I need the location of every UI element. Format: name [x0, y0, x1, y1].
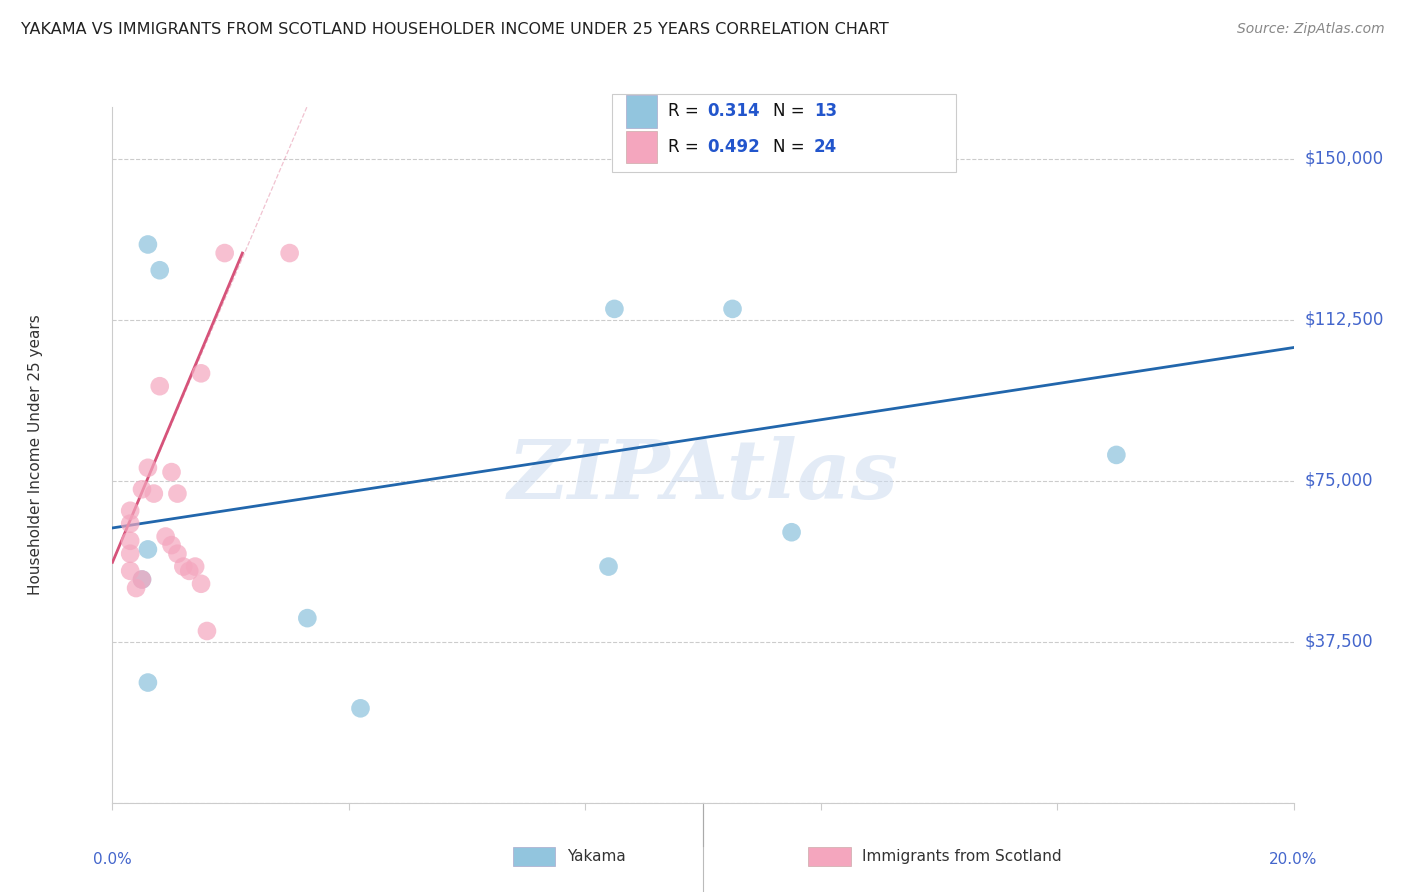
Point: [120, 516, 142, 531]
Point: [120, 504, 142, 518]
Point: [297, 611, 319, 625]
Text: Immigrants from Scotland: Immigrants from Scotland: [862, 849, 1062, 863]
Point: [598, 559, 620, 574]
Point: [195, 624, 218, 638]
Point: [780, 525, 803, 540]
Point: [278, 246, 301, 260]
Text: 0.492: 0.492: [707, 138, 761, 156]
Text: 20.0%: 20.0%: [1270, 852, 1317, 866]
Point: [136, 237, 159, 252]
Point: [131, 573, 153, 587]
Point: [136, 542, 159, 557]
Point: [142, 486, 165, 500]
Point: [131, 573, 153, 587]
Point: [349, 701, 371, 715]
Text: Source: ZipAtlas.com: Source: ZipAtlas.com: [1237, 22, 1385, 37]
Text: R =: R =: [668, 138, 704, 156]
Point: [184, 559, 207, 574]
Text: YAKAMA VS IMMIGRANTS FROM SCOTLAND HOUSEHOLDER INCOME UNDER 25 YEARS CORRELATION: YAKAMA VS IMMIGRANTS FROM SCOTLAND HOUSE…: [21, 22, 889, 37]
Point: [149, 379, 172, 393]
Point: [136, 675, 159, 690]
Text: N =: N =: [773, 138, 810, 156]
Point: [125, 581, 148, 595]
Point: [179, 564, 201, 578]
Point: [166, 547, 188, 561]
Text: 0.314: 0.314: [707, 103, 759, 120]
Point: [721, 301, 744, 316]
Text: Householder Income Under 25 years: Householder Income Under 25 years: [28, 315, 44, 595]
Point: [131, 483, 153, 497]
Text: ZIPAtlas: ZIPAtlas: [508, 436, 898, 516]
Point: [155, 529, 177, 543]
Text: 13: 13: [814, 103, 837, 120]
Point: [166, 486, 188, 500]
Text: $37,500: $37,500: [1305, 632, 1374, 651]
Point: [160, 538, 183, 552]
Point: [1105, 448, 1128, 462]
Point: [120, 547, 142, 561]
Point: [190, 367, 212, 381]
Text: $112,500: $112,500: [1305, 310, 1384, 328]
Text: R =: R =: [668, 103, 704, 120]
Text: Yakama: Yakama: [567, 849, 626, 863]
Point: [120, 564, 142, 578]
Point: [190, 576, 212, 591]
Text: 24: 24: [814, 138, 838, 156]
Point: [603, 301, 626, 316]
Point: [149, 263, 172, 277]
Point: [120, 533, 142, 548]
Text: 0.0%: 0.0%: [93, 852, 132, 866]
Text: N =: N =: [773, 103, 810, 120]
Text: $75,000: $75,000: [1305, 472, 1374, 490]
Point: [136, 460, 159, 475]
Text: $150,000: $150,000: [1305, 150, 1384, 168]
Point: [172, 559, 194, 574]
Point: [214, 246, 236, 260]
Point: [160, 465, 183, 479]
